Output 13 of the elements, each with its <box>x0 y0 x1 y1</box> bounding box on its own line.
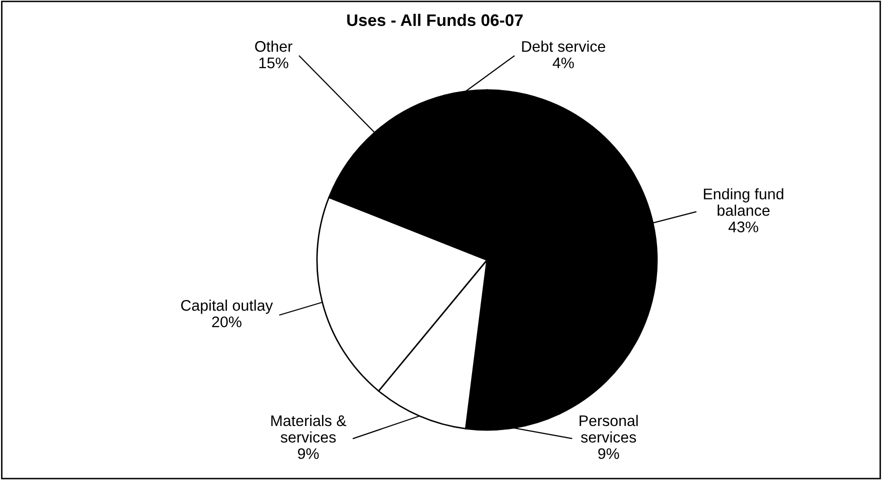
data-label: 9% <box>298 448 319 460</box>
slice-label: Personal services <box>580 414 638 443</box>
data-label: 20% <box>212 316 242 328</box>
data-label: 4% <box>552 58 574 68</box>
data-label: 15% <box>259 58 288 68</box>
slice-label: Ending fund balance <box>704 188 784 216</box>
slice-label: Capital outlay <box>181 300 273 314</box>
slice-label: Materials & services <box>271 414 346 443</box>
slice-label: Debt service <box>522 40 606 52</box>
data-label: 43% <box>728 222 758 232</box>
chart-title: Uses - All Funds 06-07 <box>347 14 523 26</box>
slice-label: Other <box>255 40 292 52</box>
data-label: 9% <box>598 448 620 460</box>
